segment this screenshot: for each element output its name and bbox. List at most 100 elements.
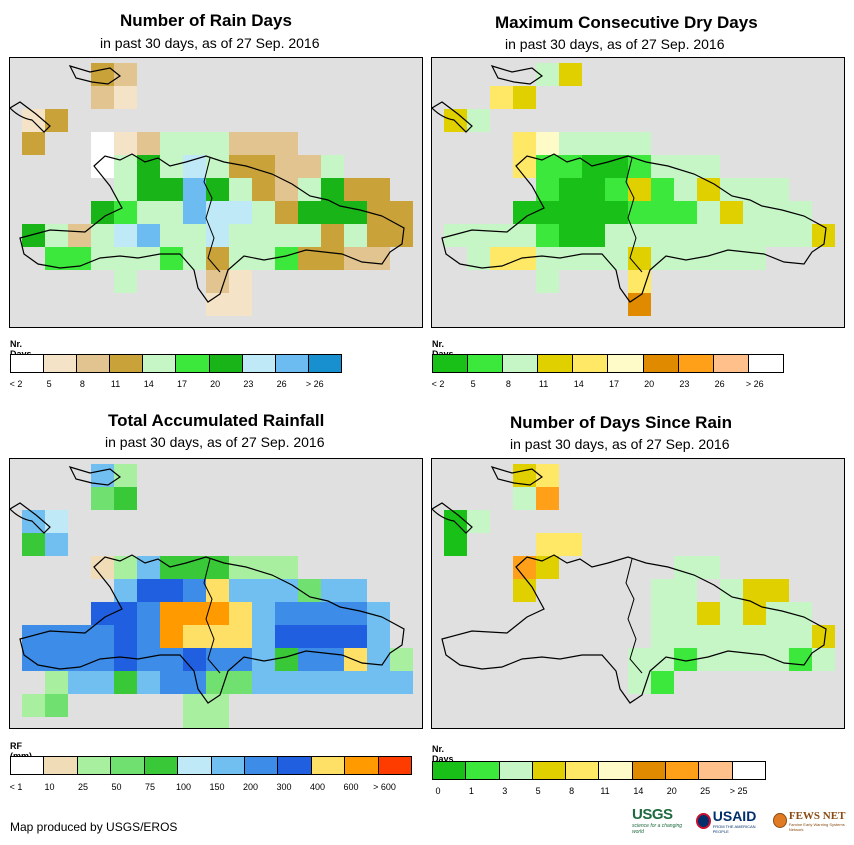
- map-grid-cell: [674, 155, 697, 178]
- map-grid-cell: [68, 625, 91, 648]
- map-grid-cell: [697, 201, 720, 224]
- map-grid-cell: [605, 178, 628, 201]
- map-grid-cell: [183, 556, 206, 579]
- legend-swatch: [433, 762, 467, 779]
- map-grid-cell: [68, 671, 91, 694]
- legend-swatch: [666, 762, 700, 779]
- map-grid-cell: [160, 602, 183, 625]
- legend-swatch: [566, 762, 600, 779]
- map-grid-cell: [766, 579, 789, 602]
- map-grid-cell: [743, 178, 766, 201]
- map-grid-cell: [206, 270, 229, 293]
- legend-tick-label: 17: [608, 379, 620, 389]
- map-grid-cell: [536, 155, 559, 178]
- map-grid-cell: [91, 86, 114, 109]
- map-grid-cell: [367, 247, 390, 270]
- map-grid-cell: [114, 556, 137, 579]
- map-grid-cell: [275, 155, 298, 178]
- map-grid-cell: [183, 178, 206, 201]
- map-grid-cell: [114, 579, 137, 602]
- legend-swatch: [11, 355, 45, 372]
- map-grid-cell: [344, 602, 367, 625]
- legend-ticks: < 1 10 25 50 75 100 150 200 300 400 600 > 600: [10, 782, 412, 794]
- coastline: [19, 554, 405, 704]
- map-grid-cell: [137, 178, 160, 201]
- map-grid-cell: [582, 224, 605, 247]
- map-grid-cell: [91, 224, 114, 247]
- legend-bar: [432, 354, 784, 373]
- legend-tick-label: 11: [538, 379, 549, 389]
- map-grid-cell: [137, 625, 160, 648]
- map-grid-cell: [321, 155, 344, 178]
- map-grid-cell: [298, 671, 321, 694]
- map-grid-cell: [651, 671, 674, 694]
- map-grid-cell: [137, 648, 160, 671]
- map-grid-cell: [367, 648, 390, 671]
- map-grid-cell: [697, 625, 720, 648]
- panel-title: Total Accumulated Rainfall: [108, 411, 325, 430]
- legend-swatch: [178, 757, 212, 774]
- legend-tick-label: 20: [210, 379, 221, 389]
- map-grid-cell: [91, 602, 114, 625]
- map-grid-cell: [513, 86, 536, 109]
- map-grid-cell: [45, 694, 68, 717]
- map-grid-cell: [275, 671, 298, 694]
- map-grid-cell: [91, 247, 114, 270]
- coastline: [441, 153, 827, 303]
- map-grid-cell: [720, 201, 743, 224]
- legend-swatch: [275, 355, 309, 372]
- map-grid-cell: [114, 132, 137, 155]
- legend-tick-label: 8: [79, 379, 85, 389]
- map-grid-cell: [720, 579, 743, 602]
- map-grid-cell: [206, 247, 229, 270]
- legend-bar: [432, 761, 766, 780]
- map-grid-cell: [536, 487, 559, 510]
- map-grid-cell: [536, 201, 559, 224]
- map-grid-cell: [812, 648, 835, 671]
- map-grid-cell: [160, 648, 183, 671]
- legend-swatch: [678, 355, 714, 372]
- map-grid-cell: [743, 625, 766, 648]
- map-grid-cell: [789, 224, 812, 247]
- map-grid-cell: [674, 556, 697, 579]
- map-grid-cell: [229, 132, 252, 155]
- usaid-logo-tagline: FROM THE AMERICAN PEOPLE: [712, 823, 756, 834]
- map-grid-cell: [252, 648, 275, 671]
- map-grid-cell: [536, 224, 559, 247]
- map-grid-cell: [252, 671, 275, 694]
- legend-tick-label: 8: [505, 379, 511, 389]
- usaid-seal-icon: [695, 812, 711, 829]
- map-grid-cell: [206, 602, 229, 625]
- map-grid-cell: [275, 201, 298, 224]
- coastline: [68, 466, 122, 486]
- legend-tick-label: 11: [600, 786, 610, 796]
- map-grid-cell: [298, 201, 321, 224]
- map-grid-cell: [160, 556, 183, 579]
- map-grid-cell: [206, 556, 229, 579]
- map-grid-cell: [114, 671, 137, 694]
- map-grid-cell: [367, 178, 390, 201]
- map-grid-cell: [321, 247, 344, 270]
- map-grid-cell: [160, 224, 183, 247]
- map-grid-cell: [536, 63, 559, 86]
- map-grid-cell: [183, 132, 206, 155]
- fews-logo-tagline: Famine Early Warning Systems Network: [788, 821, 845, 832]
- panel-subtitle: in past 30 days, as of 27 Sep. 2016: [510, 436, 730, 452]
- legend-swatch: [144, 757, 179, 774]
- legend-swatch: [242, 355, 276, 372]
- map-grid-cell: [628, 270, 651, 293]
- map-grid-cell: [536, 247, 559, 270]
- map-grid-cell: [114, 155, 137, 178]
- map-grid-cell: [390, 201, 413, 224]
- map-grid-cell: [275, 625, 298, 648]
- map-grid-cell: [628, 132, 651, 155]
- map-grid-cell: [114, 63, 137, 86]
- map-grid-cell: [45, 247, 68, 270]
- map-grid-cell: [91, 625, 114, 648]
- legend-bar: [10, 354, 342, 373]
- map-grid-cell: [651, 201, 674, 224]
- map-grid-cell: [536, 464, 559, 487]
- legend-swatch: [503, 355, 539, 372]
- map-grid-cell: [321, 625, 344, 648]
- map-grid-cell: [206, 717, 229, 728]
